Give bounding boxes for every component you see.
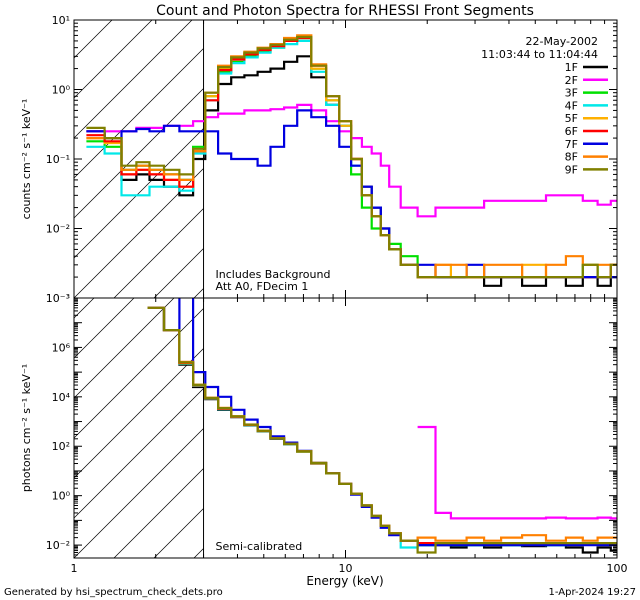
- hatch-line: [193, 547, 204, 558]
- series-line-1F: [86, 55, 617, 287]
- annotation-text: Includes Background: [216, 268, 331, 281]
- y-axis-label: counts cm⁻² s⁻¹ keV⁻¹: [20, 99, 33, 220]
- series-line-5F: [86, 36, 617, 279]
- x-tick-label: 10: [339, 562, 353, 575]
- y-tick-label: 10¹: [52, 14, 70, 27]
- hatch-line: [74, 298, 95, 319]
- observation-date: 22-May-2002: [526, 35, 598, 48]
- series-line-6F: [147, 306, 617, 545]
- hatch-line: [0, 0, 114, 298]
- hatch-line: [274, 158, 640, 558]
- hatch-line: [74, 87, 204, 219]
- hatch-line: [74, 298, 135, 359]
- series-line-9F: [86, 35, 617, 279]
- legend-label-2F: 2F: [565, 74, 578, 87]
- y-tick-label: 10⁰: [52, 84, 71, 97]
- y-tick-label: 10⁻³: [46, 292, 70, 305]
- series-line-4F: [147, 306, 617, 549]
- hatch-line: [394, 0, 640, 298]
- series-line-3F: [147, 306, 617, 547]
- hatch-line: [153, 247, 204, 298]
- hatch-line: [74, 307, 204, 439]
- legend-label-4F: 4F: [565, 99, 578, 112]
- legend-label-1F: 1F: [565, 61, 578, 74]
- legend-label-7F: 7F: [565, 138, 578, 151]
- series-line-1F: [147, 306, 617, 554]
- series-group: [86, 34, 617, 287]
- count-spectrum-panel: 10⁻³ 10⁻² 10⁻¹ 10⁰ 10¹ counts cm⁻² s⁻¹ keV⁻¹ I…: [0, 0, 640, 305]
- figure-title: Count and Photon Spectra for RHESSI Fron…: [156, 3, 534, 19]
- y-tick-label: 10⁻²: [46, 539, 70, 552]
- hatch-line: [234, 158, 634, 558]
- hatch-line: [354, 158, 640, 558]
- y-axis-label: photons cm⁻² s⁻¹ keV⁻¹: [20, 364, 33, 492]
- y-tick-label: 10⁶: [52, 341, 71, 354]
- y-tick-label: 10²: [52, 440, 70, 453]
- series-line-7F: [86, 109, 617, 279]
- legend-label-3F: 3F: [565, 87, 578, 100]
- series-line-3F: [86, 36, 617, 279]
- background-hatch-region: [74, 158, 640, 558]
- hatch-line: [74, 20, 193, 139]
- footer-generated-by: Generated by hsi_spectrum_check_dets.pro: [4, 587, 223, 598]
- hatch-line: [0, 0, 74, 298]
- hatch-line: [74, 20, 153, 99]
- y-tick-label: 10⁴: [52, 391, 71, 404]
- hatch-line: [74, 298, 175, 399]
- legend-label-6F: 6F: [565, 125, 578, 138]
- series-line-2F: [86, 103, 617, 218]
- legend-label-8F: 8F: [565, 151, 578, 164]
- legend-label-9F: 9F: [565, 163, 578, 176]
- series-line-6F: [86, 36, 617, 279]
- series-group: [147, 298, 617, 554]
- legend-label-5F: 5F: [565, 112, 578, 125]
- hatch-line: [74, 387, 204, 519]
- y-tick-label: 10⁻²: [46, 223, 70, 236]
- series-line-2F: [417, 425, 617, 520]
- hatch-line: [434, 158, 640, 558]
- series-line-8F: [86, 34, 617, 279]
- series-line-5F: [147, 306, 617, 545]
- hatch-line: [113, 207, 204, 298]
- hatch-line: [113, 467, 204, 558]
- series-line-7F: [147, 298, 617, 547]
- series-line-8F: [147, 306, 617, 542]
- series-line-9F: [147, 306, 617, 554]
- hatch-line: [74, 167, 204, 298]
- y-tick-label: 10⁻¹: [46, 153, 70, 166]
- footer-timestamp: 1-Apr-2024 19:27: [549, 587, 636, 598]
- hatch-line: [74, 427, 204, 558]
- hatch-line: [74, 47, 204, 179]
- annotation-text: Semi-calibrated: [216, 540, 303, 553]
- hatch-line: [74, 127, 204, 259]
- background-hatch-region: [0, 0, 640, 298]
- x-axis-label: Energy (keV): [306, 574, 383, 588]
- hatch-line: [394, 158, 640, 558]
- x-tick-label: 100: [607, 562, 628, 575]
- annotation-text: Att A0, FDecim 1: [216, 280, 309, 293]
- observation-time-range: 11:03:44 to 11:04:44: [481, 48, 598, 61]
- y-tick-label: 10⁰: [52, 490, 71, 503]
- hatch-line: [153, 507, 204, 558]
- x-tick-label: 1: [71, 562, 78, 575]
- photon-spectrum-panel: 1 10 100 10⁻² 10⁰ 10² 10⁴ 10⁶ photons cm⁻² s⁻¹ k…: [20, 158, 640, 575]
